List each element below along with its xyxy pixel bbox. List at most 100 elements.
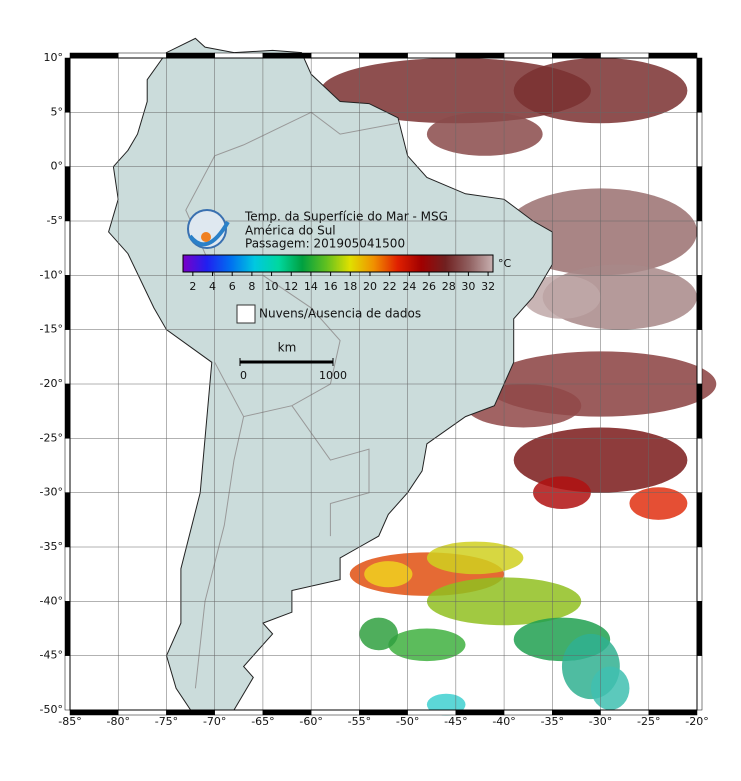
frame-band <box>64 655 71 711</box>
frame-band <box>310 709 360 716</box>
colorbar-tick-label: 14 <box>304 280 318 293</box>
frame-band <box>359 52 408 59</box>
border <box>291 405 370 537</box>
lat-tick-label: 0° <box>51 160 64 173</box>
frame-band <box>69 709 119 716</box>
colorbar-tick-label: 30 <box>461 280 475 293</box>
lon-tick-label: -30° <box>589 715 612 728</box>
colorbar-tick-label: 12 <box>284 280 298 293</box>
lat-tick-label: 10° <box>44 51 64 64</box>
frame-band <box>117 709 167 716</box>
scale-label: 0 <box>240 369 247 382</box>
lon-tick-label: -55° <box>348 715 371 728</box>
legend-label: Nuvens/Ausencia de dados <box>259 307 421 321</box>
frame-band <box>262 52 312 59</box>
lat-tick-label: -25° <box>40 431 63 444</box>
frame-band <box>696 492 703 548</box>
sst-patch <box>388 628 466 662</box>
colorbar <box>182 254 494 273</box>
frame-band <box>64 601 71 656</box>
sst-patch <box>523 275 601 319</box>
colorbar-tick-label: 24 <box>402 280 416 293</box>
border <box>194 416 245 689</box>
frame-band <box>262 709 312 716</box>
colorbar-tick-label: 28 <box>442 280 456 293</box>
frame-band <box>359 709 408 716</box>
lon-tick-label: -70° <box>203 715 226 728</box>
title: Temp. da Superfície do Mar - MSG <box>244 210 448 224</box>
lon-tick-label: -60° <box>299 715 322 728</box>
lon-tick-label: -40° <box>492 715 515 728</box>
scale-label: 1000 <box>319 369 347 382</box>
legend-swatch <box>236 304 256 324</box>
sst-patch <box>590 666 630 710</box>
lat-tick-label: -10° <box>40 268 63 281</box>
sst-patch <box>426 112 543 156</box>
frame-band <box>696 601 703 656</box>
frame-band <box>166 52 215 59</box>
lon-tick-label: -25° <box>637 715 660 728</box>
frame-band <box>64 112 71 167</box>
lon-tick-label: -85° <box>58 715 81 728</box>
frame-band <box>214 709 264 716</box>
sst-patch <box>629 487 688 520</box>
colorbar-tick-label: 18 <box>343 280 357 293</box>
lon-tick-label: -35° <box>541 715 564 728</box>
colorbar-tick-label: 4 <box>209 280 216 293</box>
lat-tick-label: 5° <box>51 105 64 118</box>
sst-patch <box>426 541 524 575</box>
colorbar-tick-label: 32 <box>481 280 495 293</box>
frame-band <box>696 383 703 439</box>
lat-tick-label: -30° <box>40 486 63 499</box>
frame-band <box>64 438 71 493</box>
frame-band <box>64 57 71 113</box>
colorbar-tick-label: 10 <box>265 280 279 293</box>
sst-patch <box>364 561 413 588</box>
lon-tick-label: -80° <box>106 715 129 728</box>
frame-band <box>552 709 601 716</box>
frame-band <box>455 709 505 716</box>
frame-band <box>696 655 703 711</box>
frame-band <box>455 52 505 59</box>
frame-band <box>64 546 71 602</box>
frame-band <box>648 52 698 59</box>
frame-band <box>64 166 71 222</box>
frame-band <box>696 220 703 276</box>
frame-band <box>64 383 71 439</box>
lat-tick-label: -5° <box>47 214 63 227</box>
frame-band <box>696 275 703 330</box>
frame-band <box>117 52 167 59</box>
frame-band <box>69 52 119 59</box>
colorbar-unit: °C <box>498 257 512 270</box>
frame-band <box>696 546 703 602</box>
lon-tick-label: -50° <box>396 715 419 728</box>
frame-band <box>696 438 703 493</box>
logo-sun <box>201 232 211 242</box>
lon-tick-label: -45° <box>444 715 467 728</box>
lat-tick-label: -20° <box>40 377 63 390</box>
lat-tick-label: -15° <box>40 323 63 336</box>
frame-band <box>64 220 71 276</box>
frame-band <box>503 709 553 716</box>
frame-band <box>503 52 553 59</box>
lon-tick-label: -20° <box>685 715 708 728</box>
pass-time: Passagem: 201905041500 <box>245 237 405 251</box>
lat-tick-label: -50° <box>40 703 63 716</box>
logo-arrow <box>188 220 230 247</box>
frame-band <box>64 275 71 330</box>
frame <box>69 57 698 711</box>
lon-tick-label: -75° <box>155 715 178 728</box>
subtitle: América do Sul <box>245 224 336 238</box>
colorbar-tick-label: 26 <box>422 280 436 293</box>
frame-band <box>696 329 703 385</box>
frame-band <box>407 52 457 59</box>
scale-unit: km <box>278 341 297 355</box>
colorbar-tick-label: 2 <box>189 280 196 293</box>
frame-band <box>214 52 264 59</box>
frame-band <box>696 112 703 167</box>
colorbar-tick-label: 22 <box>383 280 397 293</box>
lat-tick-label: -35° <box>40 540 63 553</box>
frame-band <box>166 709 215 716</box>
sst-patch <box>359 617 398 651</box>
